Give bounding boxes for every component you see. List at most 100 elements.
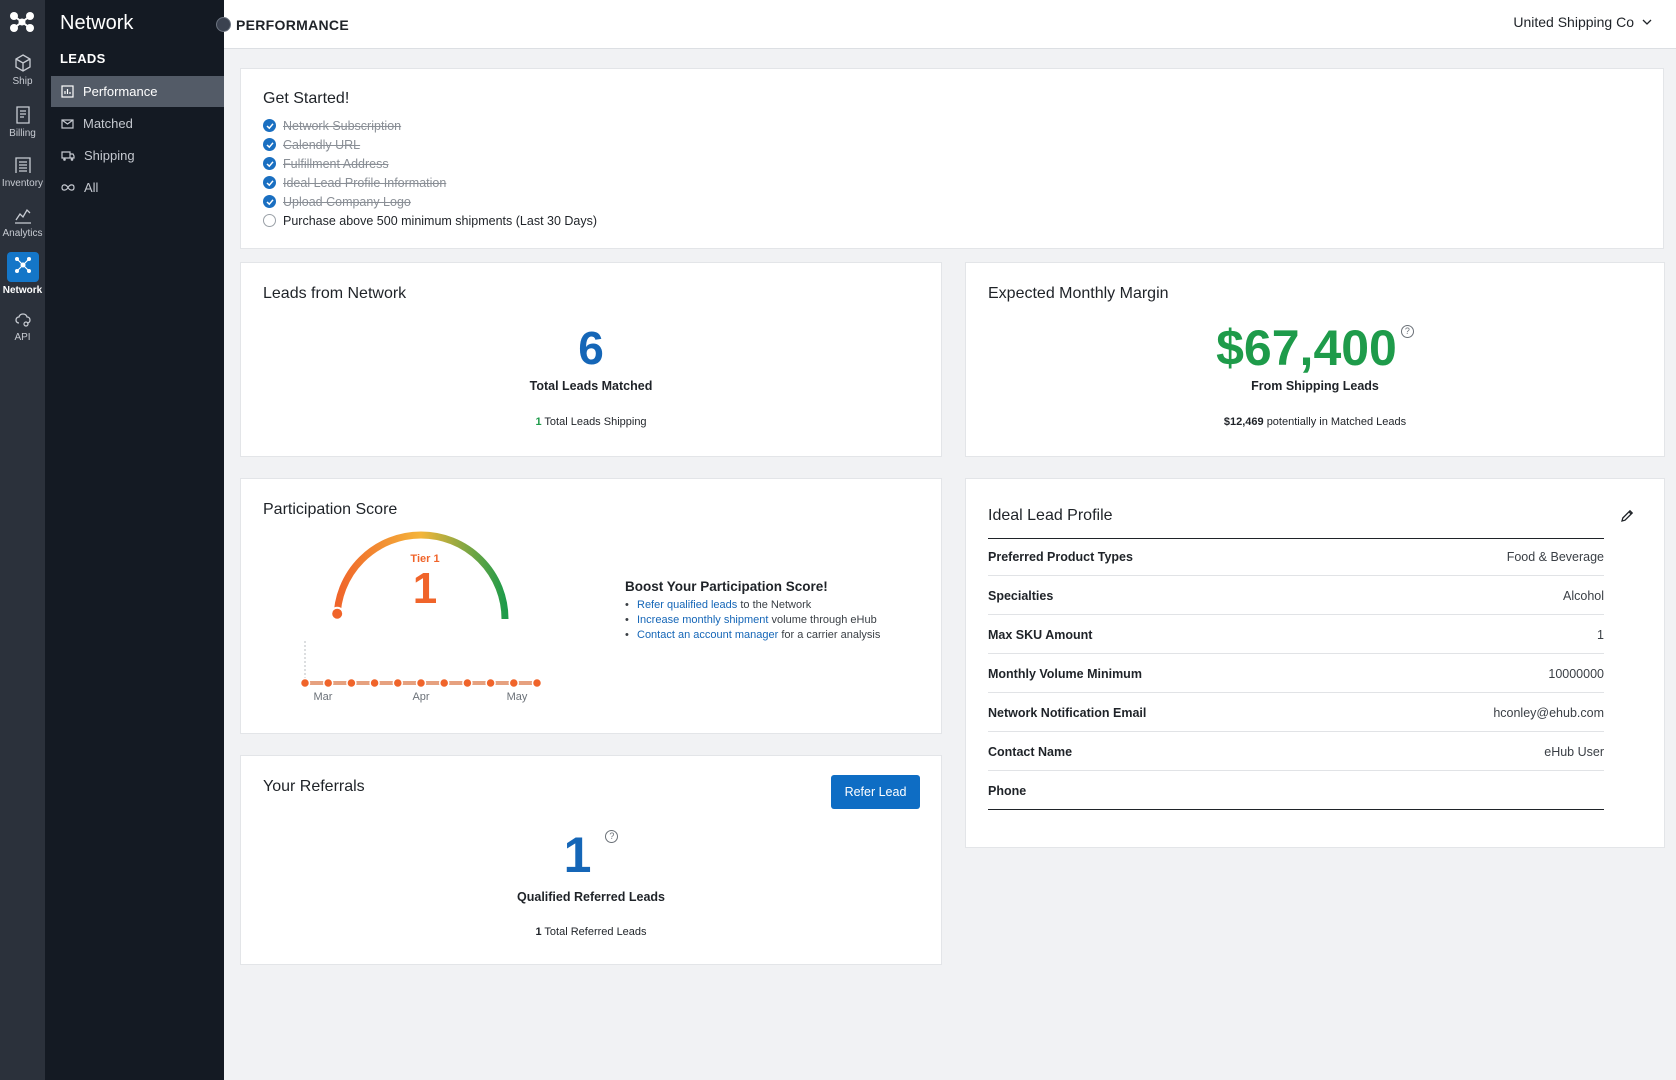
profile-value: 1: [1597, 628, 1604, 642]
total-referred-count: 1: [535, 926, 542, 938]
profile-header-divider: [988, 538, 1604, 539]
card-title: Expected Monthly Margin: [988, 285, 1169, 302]
edit-pencil-icon[interactable]: [1620, 509, 1634, 523]
ehub-logo-icon[interactable]: [8, 10, 36, 34]
subnav-item-matched[interactable]: Matched: [51, 108, 224, 139]
boost-tip-text: volume through eHub: [768, 614, 877, 626]
contact-manager-link[interactable]: Contact an account manager: [637, 629, 779, 641]
rail-item-label: Ship: [12, 76, 33, 87]
profile-row: Phone: [988, 773, 1604, 810]
rail-item-billing[interactable]: Billing: [0, 106, 45, 154]
profile-row: Preferred Product Types Food & Beverage: [988, 539, 1604, 576]
total-leads-matched-value: 6: [578, 322, 604, 374]
subnav-item-label: Shipping: [84, 148, 135, 163]
profile-value: 10000000: [1548, 667, 1604, 681]
timeline-point[interactable]: [346, 677, 357, 689]
timeline-point[interactable]: [462, 677, 473, 689]
checklist-item-label: Network Subscription: [283, 118, 402, 133]
boost-tip: Increase monthly shipment volume through…: [625, 614, 880, 629]
gauge-indicator: [330, 606, 345, 621]
account-switcher[interactable]: United Shipping Co: [1513, 14, 1652, 30]
envelope-check-icon: [61, 119, 74, 129]
cloud-gear-icon: [14, 313, 31, 327]
timeline-label-apr: Apr: [412, 691, 429, 703]
rail-item-label: Billing: [9, 128, 36, 139]
matched-leads-label: potentially in Matched Leads: [1266, 416, 1407, 428]
rail-item-ship[interactable]: Ship: [0, 54, 45, 102]
expected-monthly-margin-card: Expected Monthly Margin $67,400? From Sh…: [965, 262, 1665, 457]
your-referrals-card: Your Referrals Refer Lead 1? Qualified R…: [240, 755, 942, 965]
truck-icon: [61, 151, 75, 161]
empty-circle-icon: [263, 214, 276, 227]
sidebar-collapse-toggle[interactable]: [216, 17, 231, 32]
profile-key: Specialties: [988, 589, 1054, 603]
timeline-point[interactable]: [438, 677, 450, 689]
refer-lead-button[interactable]: Refer Lead: [831, 775, 920, 809]
subnav-item-all[interactable]: All: [51, 172, 224, 203]
check-circle-icon: [263, 119, 276, 132]
check-circle-icon: [263, 195, 276, 208]
rail-item-label: Analytics: [2, 228, 43, 239]
gauge-arc: [333, 531, 509, 620]
timeline-label-mar: Mar: [314, 691, 333, 703]
chart-line-icon: [14, 208, 31, 224]
timeline-point[interactable]: [485, 677, 496, 689]
increase-shipment-link[interactable]: Increase monthly shipment: [637, 614, 769, 626]
profile-key: Contact Name: [988, 745, 1073, 759]
checklist-item: Network Subscription: [263, 116, 597, 135]
timeline-point[interactable]: [392, 677, 404, 689]
profile-key: Preferred Product Types: [988, 550, 1133, 564]
expected-margin-value: $67,400: [1216, 320, 1397, 376]
account-name: United Shipping Co: [1513, 14, 1634, 30]
profile-row: Contact Name eHub User: [988, 734, 1604, 771]
nav-section-heading: LEADS: [60, 51, 106, 66]
timeline-point[interactable]: [322, 677, 334, 689]
card-title: Participation Score: [263, 501, 398, 518]
get-started-card: Get Started! Network Subscription Calend…: [240, 68, 1664, 249]
checklist-item-label: Upload Company Logo: [283, 194, 411, 209]
subnav-item-performance[interactable]: Performance: [51, 76, 224, 107]
rail-item-label: API: [14, 332, 31, 343]
checklist-item: Upload Company Logo: [263, 192, 597, 211]
checklist-item-label: Calendly URL: [283, 137, 361, 152]
timeline-point[interactable]: [508, 677, 520, 689]
profile-value: eHub User: [1544, 745, 1604, 759]
help-icon[interactable]: ?: [605, 830, 619, 843]
profile-key: Monthly Volume Minimum: [988, 667, 1142, 681]
dashboard-icon: [61, 85, 74, 98]
card-title: Ideal Lead Profile: [988, 507, 1113, 524]
check-circle-icon: [263, 157, 276, 170]
expected-margin-caption: From Shipping Leads: [1251, 379, 1379, 393]
warehouse-icon: [14, 157, 31, 173]
participation-score-card: Participation Score Tier 1 1 Mar Apr May…: [240, 478, 942, 734]
rail-item-analytics[interactable]: Analytics: [0, 206, 45, 254]
rail-item-api[interactable]: API: [0, 310, 45, 358]
help-icon[interactable]: ?: [1400, 325, 1414, 338]
check-circle-icon: [263, 138, 276, 151]
participation-gauge: Tier 1 1: [330, 531, 509, 621]
timeline-point[interactable]: [531, 677, 543, 689]
matched-leads-amount: $12,469: [1223, 416, 1264, 428]
checklist-item-label: Fulfillment Address: [283, 156, 389, 171]
total-leads-shipping-count: 1: [535, 416, 542, 428]
subnav-item-shipping[interactable]: Shipping: [51, 140, 224, 171]
checklist-item: Calendly URL: [263, 135, 597, 154]
chevron-down-icon: [1642, 19, 1652, 25]
profile-row: Network Notification Email hconley@ehub.c…: [988, 695, 1604, 732]
expected-margin-value-wrap: $67,400?: [966, 319, 1664, 377]
participation-timeline: Mar Apr May: [299, 641, 543, 703]
profile-value: Food & Beverage: [1506, 550, 1604, 564]
profile-value: Alcohol: [1563, 589, 1604, 603]
onboarding-checklist: Network Subscription Calendly URL Fulfil…: [263, 116, 597, 230]
icon-rail: Ship Billing Inventory Analytics Network…: [0, 0, 45, 1080]
checklist-item-label: Purchase above 500 minimum shipments (La…: [283, 213, 598, 228]
rail-item-active-badge: [6, 252, 39, 282]
timeline-point[interactable]: [369, 677, 380, 689]
profile-key: Phone: [988, 784, 1027, 798]
rail-item-inventory[interactable]: Inventory: [0, 156, 45, 204]
timeline-point[interactable]: [415, 677, 427, 689]
timeline-point[interactable]: [299, 677, 311, 689]
refer-leads-link[interactable]: Refer qualified leads: [637, 599, 738, 611]
leads-from-network-card: Leads from Network 6 Total Leads Matched…: [240, 262, 942, 457]
rail-item-network[interactable]: Network: [0, 252, 45, 300]
